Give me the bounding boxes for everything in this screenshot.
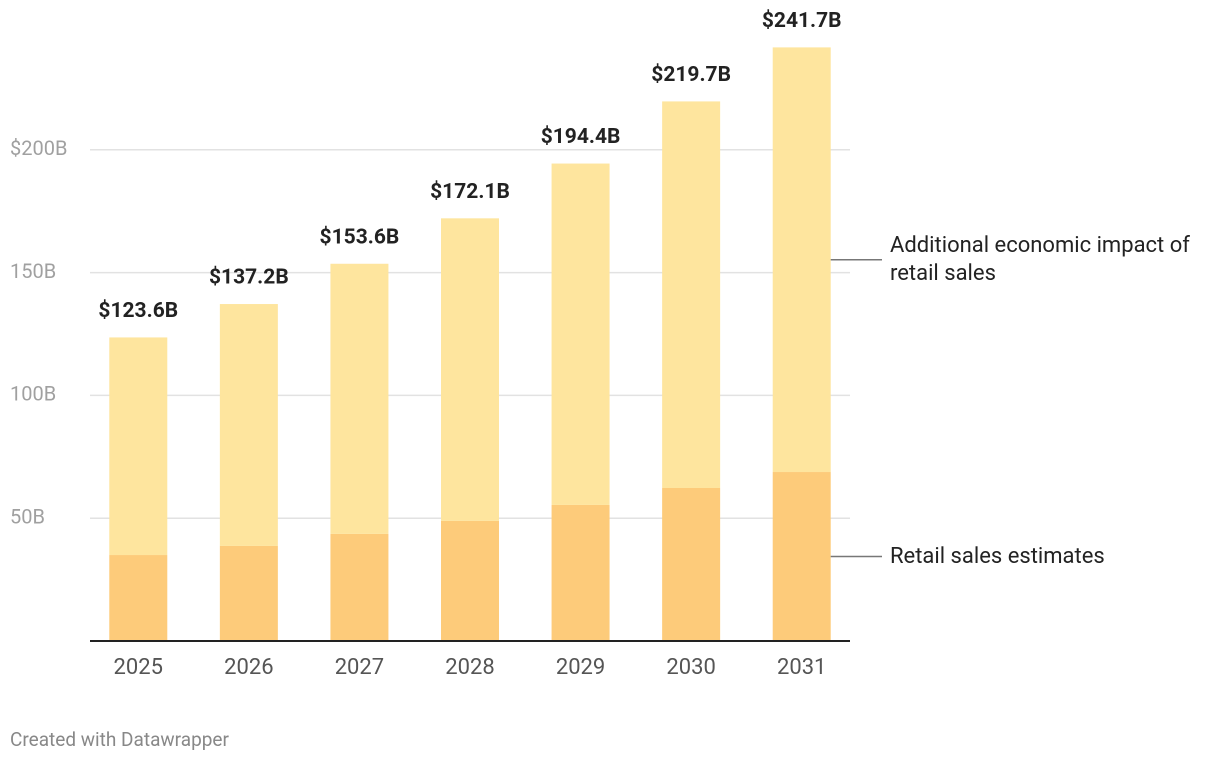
y-tick-label: 50B <box>10 504 45 528</box>
bar-segment <box>662 101 721 488</box>
x-tick-label: 2028 <box>445 655 494 680</box>
bar-segment <box>330 263 389 534</box>
bar-segment <box>441 520 499 641</box>
bar-segment <box>109 337 168 556</box>
x-tick-label: 2027 <box>335 655 384 680</box>
total-label: $123.6B <box>98 299 178 323</box>
legend-label: Additional economic impact of retail sal… <box>890 232 1190 286</box>
bar-segment <box>219 304 278 546</box>
total-label: $137.2B <box>209 266 289 290</box>
y-tick-label: $200B <box>10 136 67 160</box>
y-tick-label: 100B <box>10 382 56 406</box>
bar-segment <box>109 555 168 641</box>
total-label: $172.1B <box>430 180 510 204</box>
bar-segment <box>662 487 721 641</box>
bar-segment <box>441 218 499 521</box>
total-label: $153.6B <box>320 225 400 249</box>
x-tick-label: 2030 <box>666 655 715 680</box>
total-label: $219.7B <box>651 63 731 87</box>
total-label: $241.7B <box>762 9 842 33</box>
legend-label: Retail sales estimates <box>890 543 1105 569</box>
x-tick-label: 2025 <box>114 655 163 680</box>
bar-segment <box>772 47 831 473</box>
footer: Created with Datawrapper <box>10 728 229 751</box>
x-tick-label: 2029 <box>556 655 605 680</box>
bar-segment <box>551 504 610 641</box>
bar-segment <box>772 472 831 641</box>
x-tick-label: 2031 <box>777 655 826 680</box>
x-tick-label: 2026 <box>224 655 273 680</box>
bar-segment <box>219 545 278 641</box>
y-tick-label: 150B <box>10 259 56 283</box>
total-label: $194.4B <box>541 125 621 149</box>
bar-segment <box>330 533 389 641</box>
bar-segment <box>551 163 610 505</box>
